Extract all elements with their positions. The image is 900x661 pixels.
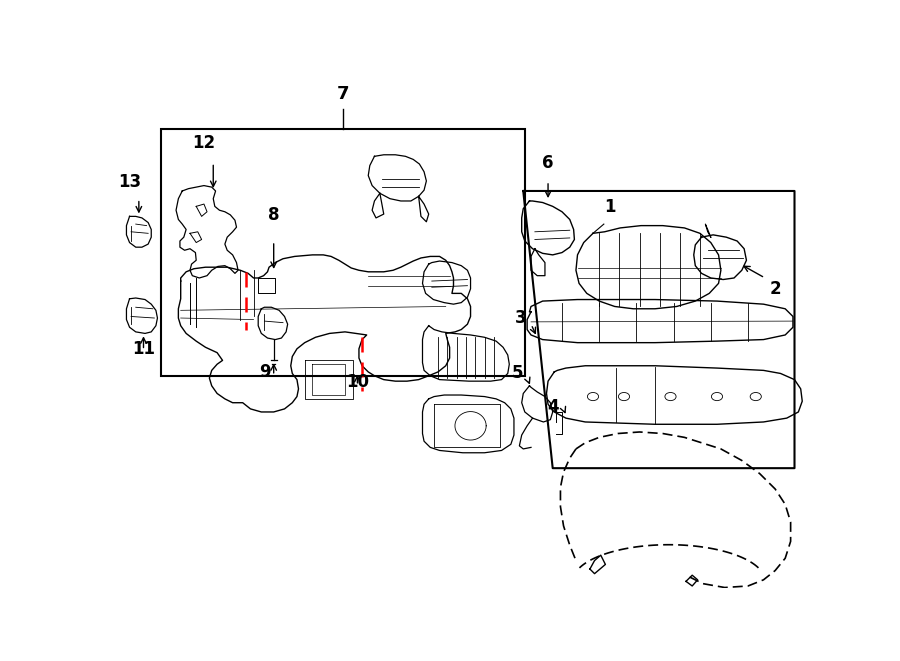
Text: 13: 13 xyxy=(118,173,141,191)
Text: 2: 2 xyxy=(770,280,781,297)
Text: 4: 4 xyxy=(547,397,559,416)
Text: 11: 11 xyxy=(132,340,155,358)
Text: 10: 10 xyxy=(346,373,369,391)
Text: 7: 7 xyxy=(337,85,349,103)
Text: 9: 9 xyxy=(259,363,271,381)
Text: 3: 3 xyxy=(515,309,526,327)
Text: 5: 5 xyxy=(512,364,523,383)
Text: 12: 12 xyxy=(193,134,215,153)
Text: 8: 8 xyxy=(268,206,279,224)
Text: 1: 1 xyxy=(604,198,616,216)
Bar xyxy=(160,130,525,375)
Text: 6: 6 xyxy=(543,154,553,172)
